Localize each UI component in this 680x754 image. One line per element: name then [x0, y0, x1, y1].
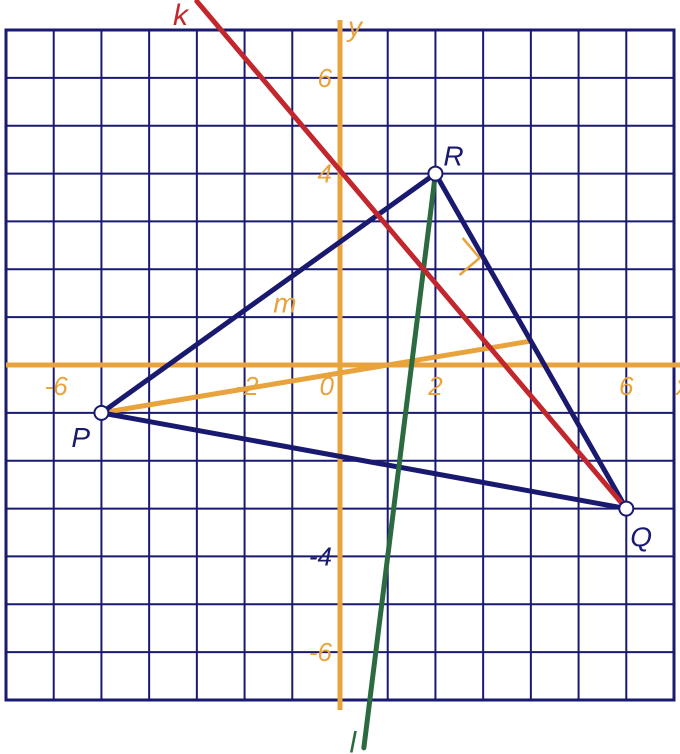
coordinate-chart: xy-6-2026-646-4PQRklm — [0, 0, 680, 754]
y-axis-label: y — [346, 11, 364, 42]
vertex-label-Q: Q — [630, 522, 652, 553]
y-tick-label: 6 — [318, 63, 333, 93]
vertex-label-R: R — [443, 141, 463, 172]
vertex-Q — [619, 502, 633, 516]
x-tick-label: -6 — [45, 371, 69, 401]
x-tick-label: 2 — [427, 371, 443, 401]
vertex-label-P: P — [71, 422, 90, 453]
x-tick-label: 6 — [619, 371, 634, 401]
vertex-R — [428, 167, 442, 181]
y-tick-label-special: -4 — [309, 541, 332, 571]
y-tick-label: 4 — [318, 159, 332, 189]
chart-svg: xy-6-2026-646-4PQRklm — [0, 0, 680, 754]
vertex-P — [94, 406, 108, 420]
line-label-k: k — [173, 0, 190, 32]
y-tick-label: -6 — [309, 637, 333, 667]
line-label-m: m — [273, 287, 296, 318]
